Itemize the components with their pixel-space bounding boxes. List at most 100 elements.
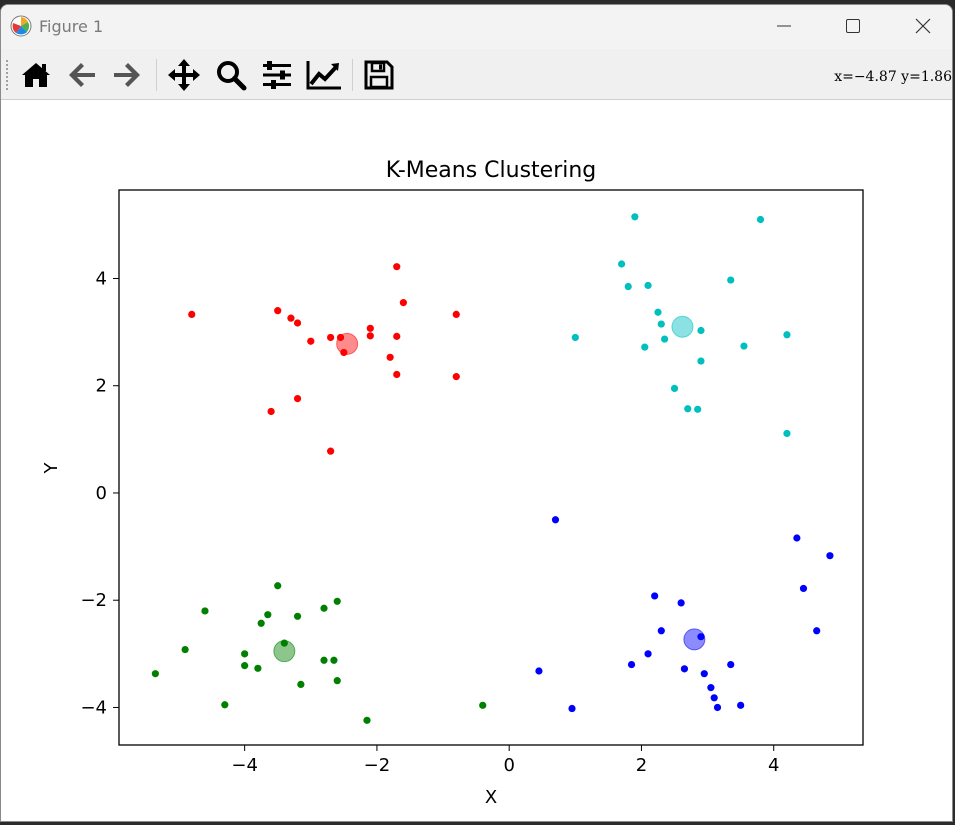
minimize-button[interactable] (761, 11, 807, 41)
data-point (307, 337, 315, 345)
back-button[interactable] (64, 58, 100, 92)
data-point (201, 607, 209, 615)
data-point (627, 660, 636, 669)
toolbar-grip[interactable] (5, 59, 9, 91)
close-button[interactable] (900, 11, 946, 41)
data-point (697, 357, 705, 365)
maximize-icon (846, 19, 860, 33)
data-point (181, 645, 189, 654)
centroid-marker (336, 332, 359, 355)
data-point (293, 612, 302, 620)
data-point (661, 335, 669, 343)
data-point (399, 299, 407, 307)
axes-frame (118, 189, 864, 746)
data-point (618, 260, 626, 268)
scatter-chart[interactable]: K-Means Clustering −4 −2 0 2 4 −4 −2 0 2 4 X Y (1, 100, 952, 821)
data-point (657, 320, 665, 328)
data-point (320, 604, 328, 612)
data-point (452, 373, 460, 381)
data-point (551, 516, 560, 524)
data-point (694, 405, 702, 413)
close-icon (915, 18, 931, 34)
centroid-marker (273, 640, 296, 663)
data-point (257, 619, 265, 627)
data-point (793, 534, 801, 542)
x-tick-label: −4 (231, 755, 258, 776)
toolbar-separator (352, 59, 353, 91)
data-point (740, 342, 748, 350)
data-point (756, 215, 765, 224)
cursor-coordinates: x=−4.87 y=1.86 (834, 69, 952, 85)
arrow-right-icon (114, 63, 140, 87)
data-point (670, 384, 679, 393)
data-point (264, 611, 272, 619)
data-point (624, 282, 632, 291)
y-axis-label: Y (41, 462, 62, 475)
data-point (727, 276, 735, 284)
data-point (366, 324, 374, 332)
data-point (330, 656, 338, 664)
data-point (336, 333, 345, 342)
chart-title: K-Means Clustering (386, 158, 597, 183)
data-point (713, 703, 722, 712)
data-point (644, 281, 652, 290)
data-point (287, 314, 295, 322)
toolbar-separator (156, 59, 157, 91)
matplotlib-logo-icon (10, 15, 32, 37)
data-point (393, 263, 401, 271)
data-point (710, 694, 718, 702)
y-tick-label: 2 (96, 376, 107, 397)
y-tick-label: 0 (96, 483, 107, 504)
data-point (727, 660, 735, 669)
x-tick-label: −2 (364, 755, 391, 776)
data-point (320, 656, 328, 664)
data-point (274, 582, 282, 590)
data-point (631, 213, 639, 221)
data-point (241, 662, 249, 670)
pan-button[interactable] (166, 58, 202, 92)
home-icon (22, 63, 50, 87)
data-point (363, 716, 371, 724)
data-point (535, 667, 543, 675)
x-axis-label: X (485, 787, 497, 808)
data-point (327, 447, 335, 455)
save-icon (364, 60, 394, 90)
data-point (737, 701, 745, 709)
data-point (783, 331, 791, 339)
data-point (799, 584, 808, 593)
data-point (333, 597, 341, 605)
y-tick-label: 4 (96, 268, 107, 289)
edit-axis-button[interactable] (306, 58, 342, 92)
figure-canvas[interactable]: K-Means Clustering −4 −2 0 2 4 −4 −2 0 2 4 X Y (1, 100, 952, 821)
navigation-toolbar: x=−4.87 y=1.86 (1, 49, 952, 100)
data-point (386, 353, 394, 361)
data-point (221, 701, 229, 709)
data-point (684, 405, 692, 413)
data-point (826, 552, 834, 560)
sliders-icon (263, 61, 291, 89)
figure-window: Figure 1 (0, 4, 953, 822)
window-title: Figure 1 (39, 17, 104, 36)
maximize-button[interactable] (830, 11, 876, 41)
home-button[interactable] (18, 58, 54, 92)
forward-button[interactable] (109, 58, 145, 92)
save-button[interactable] (361, 58, 397, 92)
data-point (151, 670, 159, 678)
x-tick-label: 0 (503, 755, 514, 776)
data-point (641, 343, 649, 351)
data-point (680, 665, 689, 673)
data-point (783, 429, 791, 438)
data-point (657, 627, 665, 635)
line-chart-icon (306, 61, 341, 90)
data-point (707, 684, 715, 692)
zoom-button[interactable] (213, 58, 249, 92)
data-point (293, 394, 302, 403)
centroid-marker (683, 628, 706, 651)
data-point (274, 307, 282, 315)
configure-subplots-button[interactable] (259, 58, 295, 92)
data-point (280, 639, 288, 647)
y-tick-label: −4 (80, 697, 107, 718)
move-icon (168, 59, 200, 91)
x-tick-label: 2 (636, 755, 647, 776)
magnifier-icon (217, 61, 247, 91)
